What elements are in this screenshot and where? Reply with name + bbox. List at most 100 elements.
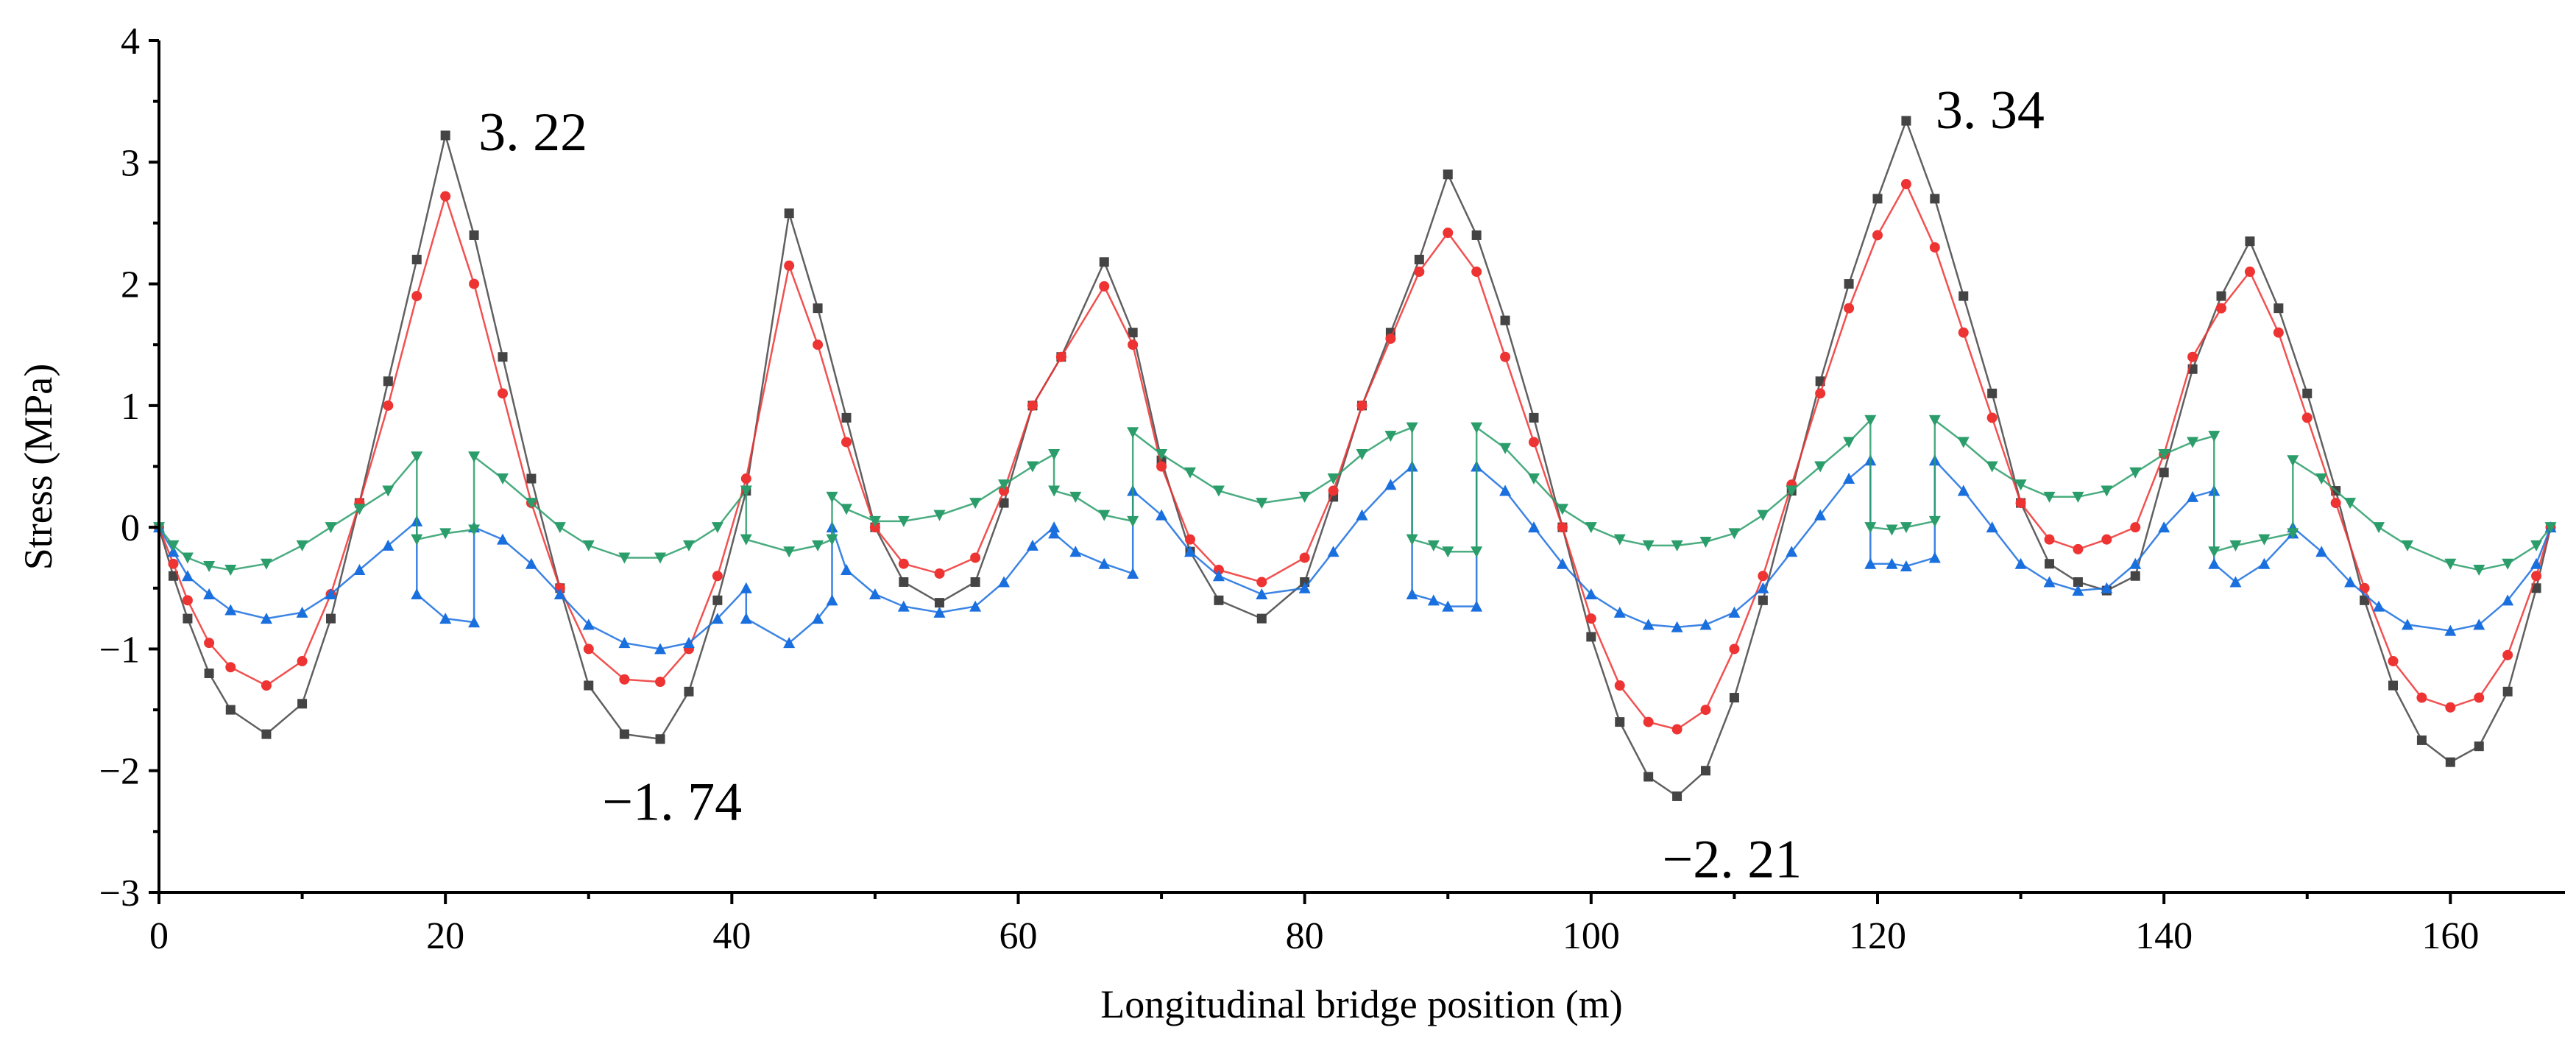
data-point (1872, 230, 1883, 241)
y-tick-label: −1 (99, 629, 140, 671)
data-point (2014, 557, 2027, 569)
data-point (654, 552, 667, 564)
y-tick-label: −2 (99, 751, 140, 793)
x-tick-label: 160 (2421, 915, 2479, 957)
x-tick-label: 80 (1286, 915, 1324, 957)
data-point (2344, 576, 2357, 588)
data-point (383, 400, 394, 411)
data-point (1957, 437, 1970, 448)
data-point (1556, 504, 1568, 515)
data-point (2544, 522, 2557, 534)
data-point (1728, 606, 1741, 618)
data-point (439, 613, 452, 624)
data-point (1299, 552, 1310, 563)
data-point (869, 522, 880, 533)
data-point (224, 604, 237, 616)
data-point (1256, 588, 1268, 600)
data-point (582, 540, 595, 551)
data-point (1986, 461, 1998, 473)
data-point (1212, 570, 1225, 582)
data-point (1928, 551, 1941, 563)
series-line (158, 118, 2552, 797)
data-point (1585, 522, 1597, 534)
data-point (934, 568, 945, 579)
data-point (1556, 557, 1568, 569)
data-point (2101, 534, 2112, 545)
data-point (1701, 766, 1710, 776)
data-point (712, 595, 723, 605)
data-point (2187, 351, 2198, 362)
data-point (1786, 546, 1798, 557)
series-layer (153, 116, 2557, 801)
data-point (1986, 521, 1998, 533)
data-point (2530, 557, 2543, 569)
data-point (204, 638, 215, 649)
data-point (297, 699, 308, 709)
data-point (2043, 491, 2056, 503)
data-point (1872, 194, 1883, 204)
data-point (584, 680, 594, 691)
series-dark-gray-squares (154, 116, 2556, 801)
data-point (998, 479, 1011, 491)
data-point (2401, 618, 2413, 630)
data-point (1499, 484, 1512, 496)
data-point (2502, 686, 2513, 697)
y-tick-label: 3 (121, 142, 140, 184)
y-axis-title: Stress (MPa) (16, 364, 60, 571)
data-point (1642, 540, 1655, 551)
data-point (711, 522, 723, 534)
data-point (812, 613, 824, 624)
peak-annotation: 3. 22 (478, 102, 587, 163)
data-point (1212, 485, 1225, 497)
annotation-layer: 3. 22 −1. 74 3. 34 −2. 21 (478, 80, 2045, 889)
data-point (2130, 571, 2140, 581)
data-point (181, 552, 194, 564)
series-blue-triangles-up (153, 454, 2557, 655)
data-point (684, 686, 694, 697)
data-point (1442, 546, 1454, 558)
data-point (2274, 303, 2284, 314)
data-point (1844, 303, 1855, 314)
data-point (1900, 560, 1912, 572)
data-point (784, 260, 795, 271)
data-point (1048, 527, 1061, 539)
data-point (2359, 582, 2370, 593)
data-point (181, 570, 194, 582)
x-tick-label: 60 (999, 915, 1038, 957)
data-point (2129, 467, 2142, 479)
data-point (841, 437, 852, 448)
data-point (1613, 606, 1626, 618)
data-point (168, 571, 178, 581)
data-point (999, 485, 1010, 496)
data-point (1414, 255, 1424, 265)
data-point (740, 613, 752, 624)
series-green-triangles-down (153, 415, 2557, 576)
data-point (1815, 388, 1826, 399)
data-point (2302, 388, 2313, 398)
data-point (2287, 528, 2299, 540)
y-tick-label: 1 (121, 386, 140, 428)
data-point (655, 677, 666, 688)
data-point (2473, 564, 2485, 576)
data-point (525, 557, 537, 569)
data-point (1671, 540, 1683, 551)
data-point (224, 564, 237, 576)
y-tick-label: −3 (99, 872, 140, 914)
data-point (826, 534, 838, 546)
data-point (1585, 588, 1597, 600)
data-point (1928, 415, 1941, 426)
data-point (204, 668, 214, 678)
data-point (1586, 632, 1596, 642)
data-point (813, 339, 824, 350)
data-point (1864, 415, 1877, 426)
data-point (296, 606, 308, 618)
data-point (353, 504, 366, 515)
data-point (469, 230, 479, 240)
data-point (841, 504, 852, 515)
data-point (261, 680, 272, 691)
data-point (2401, 540, 2413, 551)
data-point (2474, 692, 2485, 703)
data-point (1814, 509, 1827, 521)
x-tick-label: 0 (149, 915, 169, 957)
data-point (1328, 485, 1339, 496)
